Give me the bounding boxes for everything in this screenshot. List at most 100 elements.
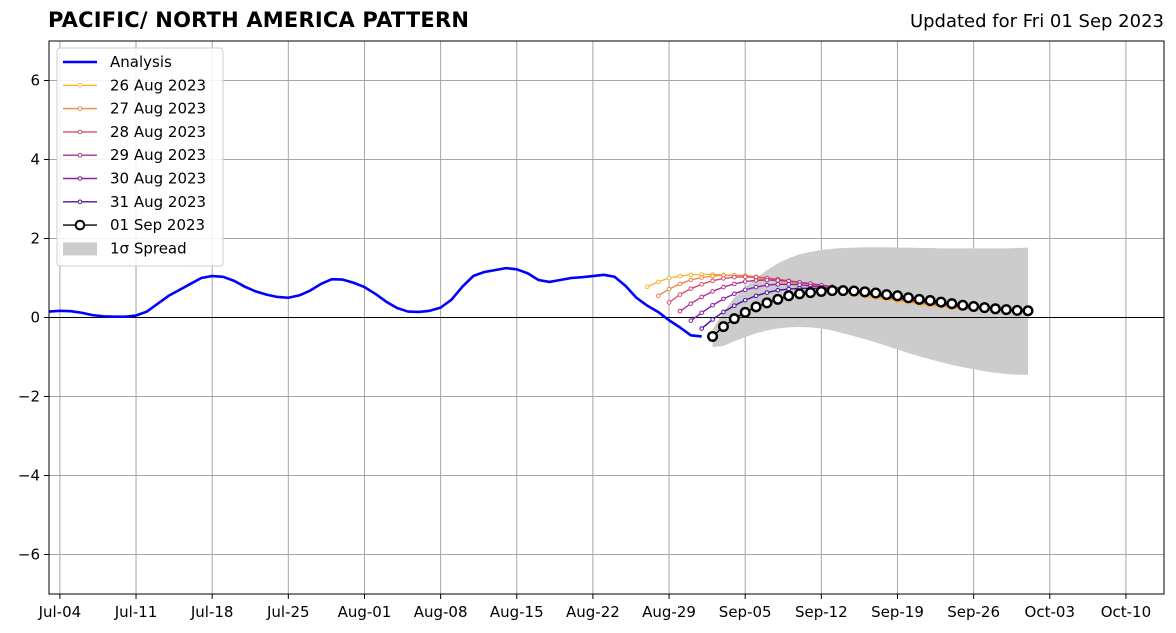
legend-marker-forecast [77,83,83,88]
legend-marker-forecast [77,106,83,111]
forecast-point [688,318,694,323]
y-tick-label: 0 [30,309,40,327]
forecast-point [655,279,661,285]
current-forecast-point [794,288,806,300]
current-forecast-point [924,295,936,307]
forecast-point [677,308,683,314]
current-forecast-point [913,293,925,305]
forecast-point [688,272,694,278]
x-tick-label: Jul-11 [114,603,158,621]
forecast-point [742,287,748,293]
forecast-point [699,275,704,280]
forecast-point [666,300,672,305]
legend: Analysis 26 Aug 2023 27 Aug 2023 28 Aug 202… [56,47,224,267]
legend-marker-forecast [77,129,83,135]
x-tick-label: Sep-05 [719,603,772,621]
x-tick-label: Aug-29 [642,603,696,621]
forecast-point [688,286,694,291]
legend-box [56,47,224,267]
x-tick-label: Jul-25 [266,603,310,621]
forecast-point [688,277,694,283]
y-tick-label: −6 [18,546,40,564]
forecast-point [764,282,770,288]
forecast-point [742,297,748,303]
spread-band [712,247,1029,375]
forecast-point [721,276,726,281]
current-forecast-point [707,330,719,342]
current-forecast-point [870,287,882,299]
forecast-point [644,284,650,289]
forecast-point [732,281,737,287]
forecast-point [699,294,704,300]
forecast-point [721,296,726,302]
x-tick-label: Sep-12 [795,603,848,621]
forecast-point [721,309,726,315]
forecast-point [753,293,759,299]
current-forecast-point [957,299,969,311]
forecast-point [710,302,715,308]
current-forecast-point [1022,305,1034,317]
current-forecast-point [859,286,871,298]
forecast-point [710,273,715,279]
legend-label: 01 Sep 2023 [110,216,205,234]
spread-area [712,247,1029,375]
legend-label: Analysis [110,53,172,71]
x-tick-label: Oct-03 [1025,603,1075,621]
forecast-point [710,289,715,294]
forecast-point [699,282,704,287]
y-tick-label: −2 [18,388,40,406]
legend-label: 31 Aug 2023 [110,193,206,211]
legend-label: 26 Aug 2023 [110,76,206,94]
legend-marker-current [74,219,86,231]
current-forecast-point [772,293,784,305]
current-forecast-point [717,321,729,333]
forecast-point [742,279,748,284]
legend-marker-forecast [77,199,83,205]
x-tick-label: Sep-26 [947,603,1000,621]
forecast-point [710,317,715,322]
x-tick-label: Oct-10 [1101,603,1151,621]
current-forecast-point [815,285,827,297]
forecast-point [721,284,726,290]
current-forecast-point [750,301,762,313]
current-forecast-point [783,290,795,302]
forecast-point [732,303,737,308]
current-forecast-point [739,306,751,318]
current-forecast-point [804,287,816,299]
y-tick-label: 4 [30,151,40,169]
legend-label: 30 Aug 2023 [110,170,206,188]
current-forecast-point [902,292,914,304]
forecast-point [732,274,737,280]
forecast-point [764,277,770,283]
forecast-point [710,278,715,284]
forecast-point [753,278,759,283]
forecast-point [742,274,748,280]
y-tick-label: −4 [18,467,40,485]
current-forecast-point [968,300,980,312]
forecast-point [655,293,661,299]
x-tick-label: Aug-22 [566,603,620,621]
x-tick-label: Sep-19 [871,603,924,621]
forecast-point [775,287,781,293]
current-forecast-point [946,298,958,310]
forecast-point [775,282,781,287]
chart-title: PACIFIC/ NORTH AMERICA PATTERN [48,8,470,32]
legend-swatch-spread [63,242,97,256]
current-forecast-series [707,285,1034,342]
current-forecast-point [935,296,947,308]
updated-date: Updated for Fri 01 Sep 2023 [909,11,1164,32]
forecast-point [677,281,683,287]
forecast-point [688,301,694,306]
forecast-point [775,278,781,283]
x-axis: Jul-04 Jul-11 Jul-18 Jul-25 Aug-01 Aug-08 Aug-… [38,594,1151,621]
analysis-series [48,266,702,338]
forecast-point [677,273,683,279]
current-forecast-point [891,290,903,302]
current-forecast-point [826,285,838,297]
x-tick-label: Jul-18 [190,603,234,621]
current-forecast-point [728,313,740,325]
forecast-point [786,282,792,287]
forecast-point [666,286,672,292]
current-forecast-point [761,297,773,309]
